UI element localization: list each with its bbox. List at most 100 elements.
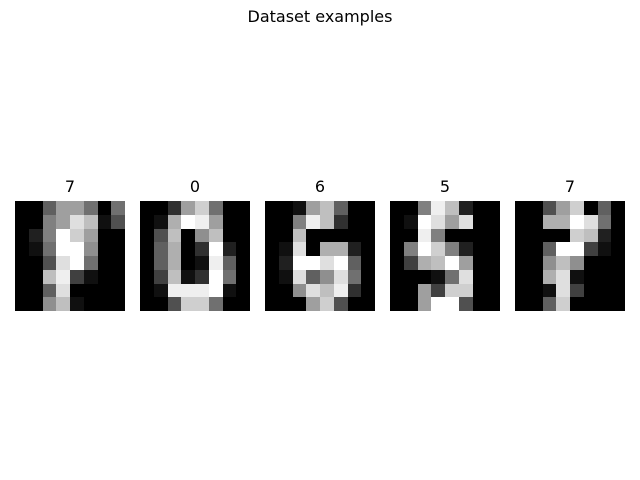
digit-pixel: [361, 214, 375, 229]
digit-pixel: [333, 297, 348, 311]
digit-pixel: [278, 214, 293, 229]
digit-pixel: [236, 228, 250, 243]
digit-pixel: [556, 214, 570, 229]
digit-pixel: [347, 256, 362, 270]
digit-pixel: [83, 297, 98, 311]
digit-pixel: [597, 297, 612, 311]
digit-pixel: [320, 228, 334, 243]
digit-image-4: [390, 201, 500, 311]
digit-pixel: [265, 242, 279, 256]
digit-pixel: [431, 242, 445, 256]
digit-pixel: [153, 214, 168, 229]
digit-pixel: [570, 297, 584, 311]
digit-pixel: [208, 228, 223, 243]
digit-pixel: [445, 297, 459, 311]
digit-label-1: 7: [64, 177, 76, 196]
digit-pixel: [70, 228, 84, 243]
digit-pixel: [583, 201, 598, 215]
digit-pixel: [445, 269, 459, 284]
digit-pixel: [56, 297, 70, 311]
digit-pixel: [28, 297, 43, 311]
digit-pixel: [556, 228, 570, 243]
digit-pixel: [333, 256, 348, 270]
digit-pixel: [153, 228, 168, 243]
digit-pixel: [347, 201, 362, 215]
digit-pixel: [528, 201, 543, 215]
digit-pixel: [597, 269, 612, 284]
digit-pixel: [28, 242, 43, 256]
digit-pixel: [111, 201, 125, 215]
digit-pixel: [445, 201, 459, 215]
digit-pixel: [42, 214, 57, 229]
digit-pixel: [292, 297, 307, 311]
digit-pixel: [236, 214, 250, 229]
digit-pixel: [556, 256, 570, 270]
digit-pixel: [320, 283, 334, 298]
digit-pixel: [570, 283, 584, 298]
digit-pixel: [167, 269, 182, 284]
digit-pixel: [195, 297, 209, 311]
digit-pixel: [583, 283, 598, 298]
digit-pixel: [528, 283, 543, 298]
digit-pixel: [181, 269, 195, 284]
digit-pixel: [333, 283, 348, 298]
digit-pixel: [472, 201, 487, 215]
digit-pixel: [28, 269, 43, 284]
digit-pixel: [111, 242, 125, 256]
digit-pixel: [445, 283, 459, 298]
digit-pixel: [515, 256, 529, 270]
digit-pixel: [390, 297, 404, 311]
digit-pixel: [472, 214, 487, 229]
digit-pixel: [42, 228, 57, 243]
digit-pixel: [292, 228, 307, 243]
digit-pixel: [28, 214, 43, 229]
digit-pixel: [403, 228, 418, 243]
digit-panel-1: 7: [15, 176, 125, 311]
digit-pixel: [222, 242, 237, 256]
digit-pixel: [140, 201, 154, 215]
digit-pixel: [403, 269, 418, 284]
digit-pixel: [361, 297, 375, 311]
digit-pixel: [181, 297, 195, 311]
digit-pixel: [417, 283, 432, 298]
digit-pixel: [486, 214, 500, 229]
digit-pixel: [390, 283, 404, 298]
digit-pixel: [431, 256, 445, 270]
digit-pixel: [70, 297, 84, 311]
digit-pixel: [528, 297, 543, 311]
digit-pixel: [361, 228, 375, 243]
digit-pixel: [515, 201, 529, 215]
digit-pixel: [361, 256, 375, 270]
digit-image-5: [515, 201, 625, 311]
digit-pixel: [597, 214, 612, 229]
digit-pixel: [431, 214, 445, 229]
digit-pixel: [265, 269, 279, 284]
digit-panel-2: 0: [140, 176, 250, 311]
digit-pixel: [431, 269, 445, 284]
digit-pixel: [140, 228, 154, 243]
digit-pixel: [97, 214, 112, 229]
digit-pixel: [181, 214, 195, 229]
digit-pixel: [458, 228, 473, 243]
digit-pixel: [320, 297, 334, 311]
digit-pixel: [97, 242, 112, 256]
digit-pixel: [153, 256, 168, 270]
digit-pixel: [542, 201, 557, 215]
digit-pixel: [42, 297, 57, 311]
digit-pixel: [445, 228, 459, 243]
digit-pixel: [140, 256, 154, 270]
digit-pixel: [417, 228, 432, 243]
digit-pixel: [167, 256, 182, 270]
digit-pixel: [556, 297, 570, 311]
digit-pixel: [542, 256, 557, 270]
digit-pixel: [15, 242, 29, 256]
digit-pixel: [167, 228, 182, 243]
digit-pixel: [320, 256, 334, 270]
digit-pixel: [97, 297, 112, 311]
digit-pixel: [458, 256, 473, 270]
digit-pixel: [390, 242, 404, 256]
digit-pixel: [140, 283, 154, 298]
digit-pixel: [583, 214, 598, 229]
digit-pixel: [15, 283, 29, 298]
digit-pixel: [320, 269, 334, 284]
